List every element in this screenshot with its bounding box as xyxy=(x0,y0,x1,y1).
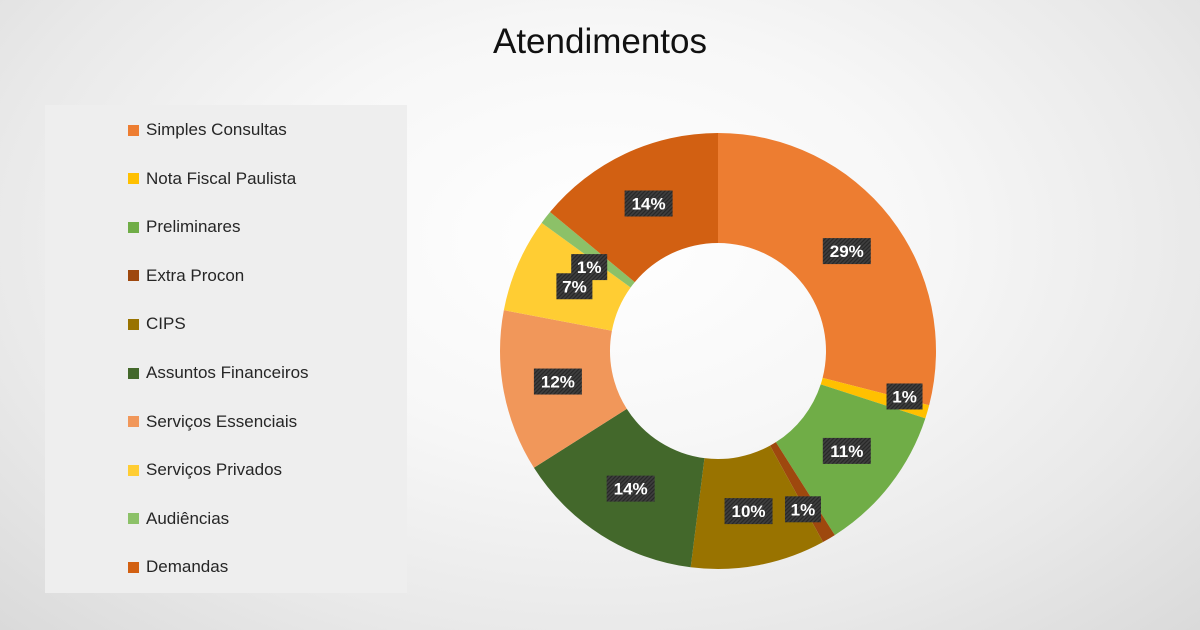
data-label-background xyxy=(886,383,923,410)
data-label-text: 29% xyxy=(830,242,864,261)
data-label-audiencias: 1% xyxy=(571,254,608,281)
legend-item-extra-procon: Extra Procon xyxy=(128,264,244,288)
data-label-text: 12% xyxy=(541,373,575,392)
data-label-assuntos-financeiros: 14% xyxy=(606,475,655,502)
legend-label: Serviços Essenciais xyxy=(146,411,298,431)
legend-swatch xyxy=(128,173,139,185)
legend-swatch xyxy=(128,367,139,379)
legend-item-servicos-essenciais: Serviços Essenciais xyxy=(128,410,297,434)
legend-swatch xyxy=(128,464,139,476)
legend-label: Extra Procon xyxy=(146,265,245,285)
data-label-background xyxy=(533,368,582,395)
legend-label: Simples Consultas xyxy=(146,120,287,139)
legend-label: Preliminares xyxy=(146,217,241,237)
data-label-cips: 10% xyxy=(724,498,773,525)
data-label-demandas: 14% xyxy=(624,190,673,217)
data-label-text: 14% xyxy=(632,195,666,214)
data-label-background xyxy=(624,190,673,217)
legend-swatch xyxy=(128,221,139,233)
data-label-background xyxy=(724,498,773,525)
data-label-background xyxy=(822,437,871,464)
slice-simples-consultas xyxy=(718,133,936,406)
legend-label: Audiências xyxy=(146,508,230,528)
data-label-background xyxy=(822,238,871,265)
data-label-text: 10% xyxy=(732,502,766,521)
data-label-text: 7% xyxy=(562,277,587,296)
data-label-simples-consultas: 29% xyxy=(822,238,871,265)
legend-label: Serviços Privados xyxy=(146,460,283,480)
data-label-background xyxy=(784,496,821,523)
data-label-background xyxy=(606,475,655,502)
legend-item-assuntos-financeiros: Assuntos Financeiros xyxy=(128,361,309,385)
legend-swatch xyxy=(128,561,139,573)
legend-item-audiencias: Audiências xyxy=(128,507,229,531)
data-label-extra-procon: 1% xyxy=(784,496,821,523)
legend-item-simples-consultas: Simples Consultas xyxy=(128,118,287,142)
legend: Simples Consultas Nota Fiscal Paulista Pre… xyxy=(45,105,407,593)
legend-swatch xyxy=(128,513,139,525)
legend-label: Nota Fiscal Paulista xyxy=(146,168,297,188)
slice-audiencias xyxy=(541,212,635,288)
legend-swatch xyxy=(128,318,139,330)
chart-title: Atendimentos xyxy=(492,22,708,61)
legend-item-demandas: Demandas xyxy=(128,555,228,579)
legend-label: Demandas xyxy=(146,557,229,577)
data-label-servicos-essenciais: 12% xyxy=(533,368,582,395)
data-label-text: 1% xyxy=(892,387,917,406)
legend-swatch xyxy=(128,416,139,428)
data-label-background xyxy=(571,254,608,281)
legend-swatch xyxy=(128,270,139,282)
legend-item-nota-fiscal-paulista: Nota Fiscal Paulista xyxy=(128,167,296,191)
data-label-nota-fiscal-paulista: 1% xyxy=(886,383,923,410)
legend-swatch xyxy=(128,124,139,136)
data-label-text: 1% xyxy=(791,500,816,519)
data-label-text: 11% xyxy=(830,442,863,461)
data-label-preliminares: 11% xyxy=(822,437,871,464)
data-label-text: 1% xyxy=(577,258,602,277)
legend-item-preliminares: Preliminares xyxy=(128,215,240,239)
legend-label: CIPS xyxy=(146,314,186,334)
legend-item-servicos-privados: Serviços Privados xyxy=(128,458,282,482)
legend-item-cips: CIPS xyxy=(128,312,186,336)
legend-label: Assuntos Financeiros xyxy=(146,363,309,382)
data-label-text: 14% xyxy=(614,480,648,499)
